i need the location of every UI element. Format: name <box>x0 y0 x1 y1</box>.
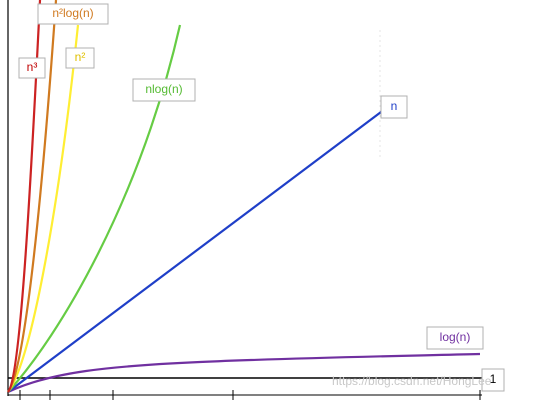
label-box <box>37 3 109 25</box>
axis-ticks <box>19 390 481 400</box>
n-curve <box>7 102 394 393</box>
n-squared-curve <box>7 24 80 393</box>
label-box <box>18 57 46 79</box>
curve-label: n <box>391 99 398 113</box>
label-box <box>481 368 505 392</box>
curve-label: n³ <box>27 60 38 74</box>
curve-label: n² <box>75 50 86 64</box>
curve-label: n²log(n) <box>52 6 93 20</box>
log-n-curve <box>7 352 481 393</box>
n-squared-log-curve <box>7 0 58 393</box>
label-box <box>132 78 196 102</box>
watermark: https://blog.csdn.net/HongLee <box>332 374 492 388</box>
curve-label: 1 <box>490 372 497 386</box>
curve-label: log(n) <box>440 330 471 344</box>
n-cubed-curve <box>7 0 42 393</box>
curve-label: nlog(n) <box>145 82 182 96</box>
label-box <box>380 95 408 119</box>
label-box <box>65 47 95 69</box>
label-box <box>426 326 484 350</box>
